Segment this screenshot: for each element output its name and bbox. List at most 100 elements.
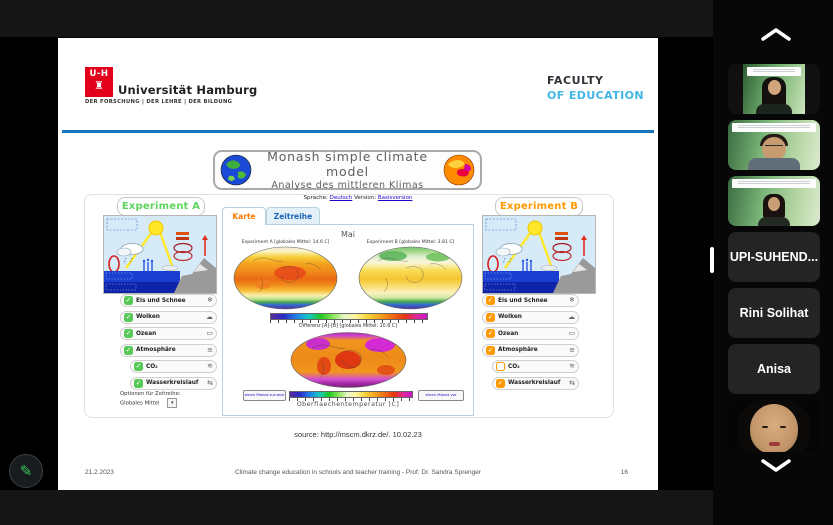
checkbox-eis-a[interactable]: ✓ — [124, 296, 133, 305]
next-month-button[interactable]: einen Monat vor — [418, 390, 464, 401]
language-link[interactable]: Deutsch — [329, 195, 353, 201]
previous-month-button[interactable]: einen Monat zurueck — [243, 390, 286, 401]
mscm-header: Monash simple climate model Analyse des … — [213, 149, 482, 191]
participant-video-3[interactable] — [728, 176, 820, 226]
climate-system-diagram-b — [482, 215, 596, 294]
experiment-b-title: Experiment B — [495, 197, 583, 216]
pencil-icon: ✎ — [19, 461, 33, 480]
participant-tile-rini[interactable]: Rini Solihat — [728, 288, 820, 338]
control-row-ozean-b: ✓ Ozean ▭ — [482, 327, 579, 340]
checkbox-wasser-a[interactable]: ✓ — [134, 378, 143, 388]
chevron-down-icon[interactable] — [760, 458, 792, 474]
mscm-subtitle: Analyse des mittleren Klimas — [271, 180, 424, 191]
footer-title: Climate change education in schools and … — [234, 469, 482, 476]
chevron-up-icon[interactable] — [760, 26, 792, 42]
checkbox-wolken-b[interactable]: ✓ — [486, 312, 495, 322]
source-line: source: http://mscm.dkrz.de/. 10.02.23 — [294, 430, 422, 439]
colorbar-label: Oberflaechentemperatur [C] — [296, 401, 400, 408]
checkbox-ozean-b[interactable]: ✓ — [486, 329, 495, 338]
participant-tile-anisa[interactable]: Anisa — [728, 344, 820, 394]
institution-motto: DER FORSCHUNG | DER LEHRE | DER BILDUNG — [85, 99, 233, 105]
participant-tile-upi[interactable]: UPI-SUHEND... — [728, 232, 820, 282]
cloud-icon: ☁ — [206, 312, 213, 321]
cloud-icon: ☁ — [568, 312, 575, 321]
panel-resize-handle[interactable] — [710, 247, 714, 273]
participant-video-4[interactable] — [728, 400, 820, 452]
check-icon: ✓ — [135, 362, 142, 370]
control-row-co2-a: ✓ CO₂ ≋ — [130, 360, 217, 373]
virtual-background-banner — [732, 179, 816, 188]
check-icon: ✓ — [487, 296, 494, 304]
timeseries-options: Optionen für Zeitreihe: Globales Mittel … — [120, 390, 181, 409]
control-row-atmosphaere-b: ✓ Atmosphäre ≡ — [482, 343, 579, 357]
uhh-castle-icon: ♜ — [94, 79, 104, 92]
top-bar — [0, 0, 713, 37]
checkbox-ozean-a[interactable]: ✓ — [124, 329, 133, 338]
tab-karte[interactable]: Karte — [222, 207, 266, 225]
co2-icon: ≋ — [207, 362, 213, 370]
checkbox-co2-b[interactable]: ✓ — [496, 362, 505, 371]
institution-name: Universität Hamburg — [118, 83, 258, 97]
map-panel: Mai Experiment A [globales Mittel: 14.6 … — [222, 224, 474, 416]
annotate-button[interactable]: ✎ — [9, 454, 43, 488]
check-icon: ✓ — [125, 312, 132, 321]
map-a-caption: Experiment A [globales Mittel: 14.6 C] — [241, 240, 330, 245]
experiment-a-title: Experiment A — [117, 197, 205, 216]
month-label: Mai — [340, 230, 356, 239]
header-divider — [62, 130, 654, 133]
control-row-wasser-b: ✓ Wasserkreislauf ⇆ — [492, 376, 579, 390]
participant-video-2[interactable] — [728, 120, 820, 170]
checkbox-eis-b[interactable]: ✓ — [486, 296, 495, 305]
control-label: CO₂ — [146, 363, 158, 370]
control-row-eis-a: ✓ Eis und Schnee ❄ — [120, 294, 217, 307]
participant-name: UPI-SUHEND... — [729, 250, 819, 264]
footer-page-number: 16 — [620, 469, 628, 476]
control-label: Ozean — [498, 330, 519, 337]
control-label: Eis und Schnee — [136, 297, 186, 304]
control-label: CO₂ — [508, 363, 520, 370]
faculty-sublabel: OF EDUCATION — [547, 89, 644, 102]
checkbox-co2-a[interactable]: ✓ — [134, 362, 143, 371]
control-label: Wasserkreislauf — [146, 380, 199, 386]
checkbox-wolken-a[interactable]: ✓ — [124, 312, 133, 322]
participants-panel: UPI-SUHEND... Rini Solihat Anisa — [713, 0, 833, 525]
virtual-background-banner — [747, 67, 801, 76]
earth-globe-icon — [220, 154, 252, 186]
snowflakes-icon: ❄ — [569, 296, 575, 304]
control-label: Atmosphäre — [136, 347, 176, 353]
world-map-experiment-a — [233, 246, 338, 310]
control-row-eis-b: ✓ Eis und Schnee ❄ — [482, 294, 579, 307]
ocean-icon: ▭ — [568, 329, 575, 337]
language-label: Sprache: — [303, 195, 328, 201]
hot-globe-icon — [443, 154, 475, 186]
tab-zeitreihe[interactable]: Zeitreihe — [266, 207, 320, 225]
map-b-caption: Experiment B [globales Mittel: 3.81 C] — [366, 240, 455, 245]
check-icon: ✓ — [487, 312, 494, 321]
options-dropdown[interactable]: ▾ — [167, 398, 178, 409]
world-map-experiment-b — [358, 246, 463, 310]
checkbox-atmosphaere-b[interactable]: ✓ — [486, 345, 495, 355]
control-row-wasser-a: ✓ Wasserkreislauf ⇆ — [130, 376, 217, 390]
checkbox-atmosphaere-a[interactable]: ✓ — [124, 345, 133, 355]
checkbox-wasser-b[interactable]: ✓ — [496, 378, 505, 388]
uhh-logo-abbr: U-H — [89, 69, 109, 79]
uhh-logo: U-H ♜ — [85, 67, 113, 97]
version-link[interactable]: Basisversion — [377, 195, 413, 201]
world-map-difference — [290, 332, 407, 388]
bottom-bar — [0, 490, 713, 525]
control-label: Wolken — [136, 314, 160, 320]
control-row-wolken-a: ✓ Wolken ☁ — [120, 310, 217, 324]
control-label: Wasserkreislauf — [508, 380, 561, 386]
video-frame — [728, 120, 820, 170]
footer-date: 21.2.2023 — [85, 469, 114, 476]
colorbar-ticks-bottom — [289, 398, 413, 401]
check-icon: ✓ — [125, 329, 132, 337]
co2-icon: ≋ — [569, 362, 575, 370]
colorbar-ticks — [270, 320, 428, 323]
check-icon: ✓ — [487, 329, 494, 337]
participant-name: Anisa — [756, 362, 792, 376]
check-icon: ✓ — [125, 345, 132, 354]
control-label: Wolken — [498, 314, 522, 320]
control-row-wolken-b: ✓ Wolken ☁ — [482, 310, 579, 324]
participant-video-1[interactable] — [728, 64, 820, 114]
